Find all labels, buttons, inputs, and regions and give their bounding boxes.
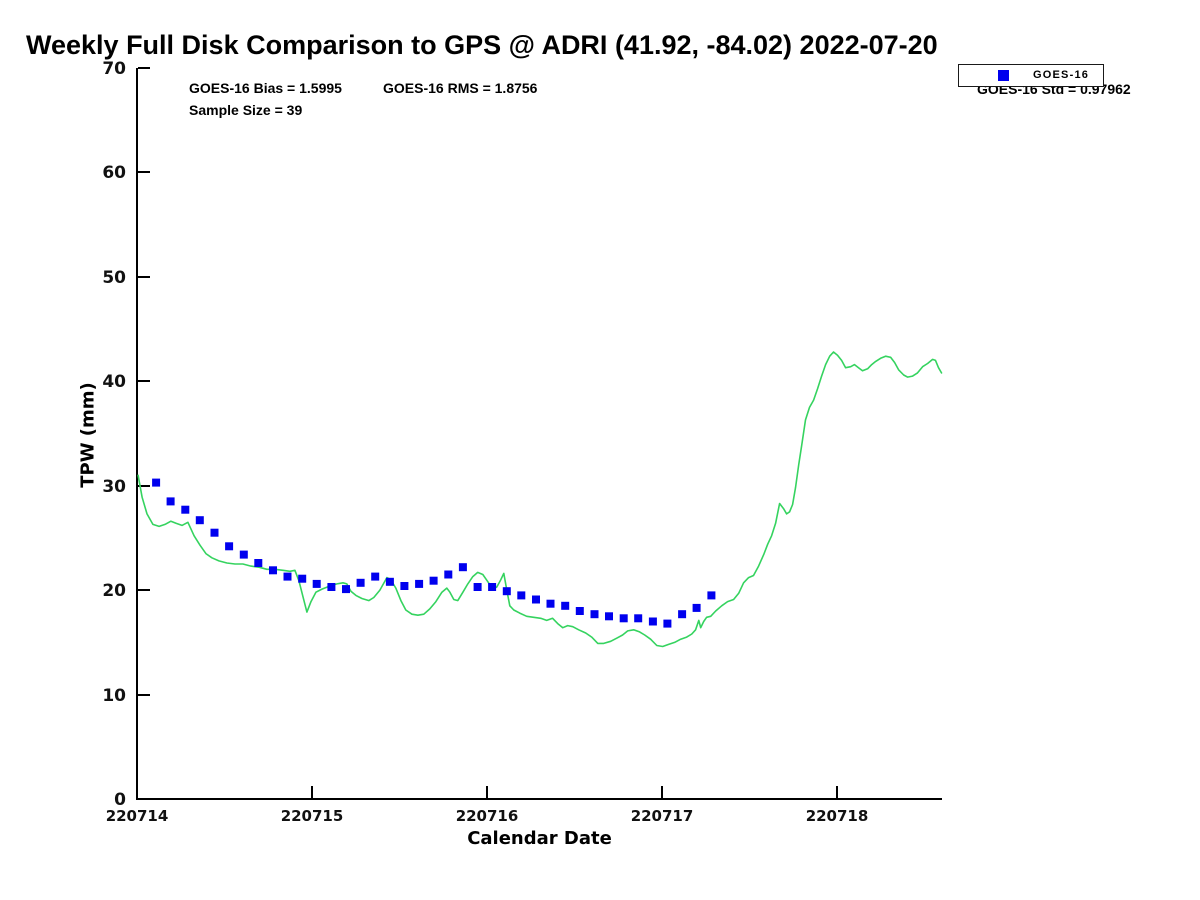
y-tick-label: 10 [102,686,126,706]
goes16-data-marker [517,591,526,600]
goes16-data-marker [429,576,438,585]
goes16-data-marker [298,574,307,583]
goes16-data-marker [488,583,497,591]
gps-line [137,351,943,648]
y-tick-label: 20 [102,581,126,601]
x-tick-label: 220716 [456,807,519,825]
goes16-data-marker [605,612,613,621]
goes16-data-marker [692,603,701,612]
goes16-data-marker [444,570,453,579]
goes16-data-marker [371,572,380,581]
goes16-data-marker [239,550,248,559]
y-tick-label: 0 [114,790,126,810]
chart-title: Weekly Full Disk Comparison to GPS @ ADR… [26,30,938,60]
y-tick-label: 60 [102,163,126,183]
goes16-data-marker [152,478,161,487]
x-tick-label: 220717 [631,807,694,825]
sample-size-annotation: Sample Size = 39 [189,102,303,118]
goes16-data-marker [663,619,672,628]
goes16-data-marker [385,577,394,586]
goes16-data-marker [502,587,511,596]
legend: GOES-16 [958,64,1104,87]
x-tick-label: 220718 [806,807,869,825]
goes16-data-marker [283,572,292,581]
y-tick-label: 30 [102,477,126,497]
rms-annotation: GOES-16 RMS = 1.8756 [383,80,538,96]
legend-entry-goes16: GOES-16 [1033,69,1090,81]
y-tick-label: 40 [102,372,126,392]
goes16-data-marker [415,579,424,588]
goes16-data-marker [269,566,277,575]
y-tick-label: 50 [102,268,126,288]
goes16-data-marker [575,607,584,615]
goes16-data-marker [648,617,657,626]
goes16-data-marker [356,578,365,587]
goes16-data-marker [561,601,570,610]
goes16-data-marker [590,610,599,619]
goes16-data-marker [546,599,555,608]
goes16-data-marker [678,610,687,619]
goes16-data-marker [195,516,204,525]
goes16-data-marker [619,614,628,623]
y-axis-label: TPW (mm) [77,382,99,488]
goes16-data-marker [166,497,175,506]
goes16-data-marker [312,579,321,588]
goes16-square-marker-icon [998,70,1009,81]
goes16-data-marker [254,559,263,567]
goes16-data-marker [458,563,467,572]
x-tick-label: 220715 [281,807,344,825]
goes16-data-marker [400,582,409,590]
goes16-data-marker [181,505,190,514]
goes16-data-marker [342,585,350,594]
goes16-data-marker [634,614,643,623]
goes16-data-marker [532,595,540,604]
x-tick-label: 220714 [106,807,169,825]
bias-annotation: GOES-16 Bias = 1.5995 [189,80,342,96]
goes16-data-marker [707,591,716,600]
goes16-data-marker [327,583,336,591]
goes16-data-marker [473,583,482,591]
goes16-data-marker [225,542,234,551]
goes16-data-marker [210,528,219,537]
x-axis-label: Calendar Date [467,828,612,849]
y-tick-label: 70 [102,59,126,79]
